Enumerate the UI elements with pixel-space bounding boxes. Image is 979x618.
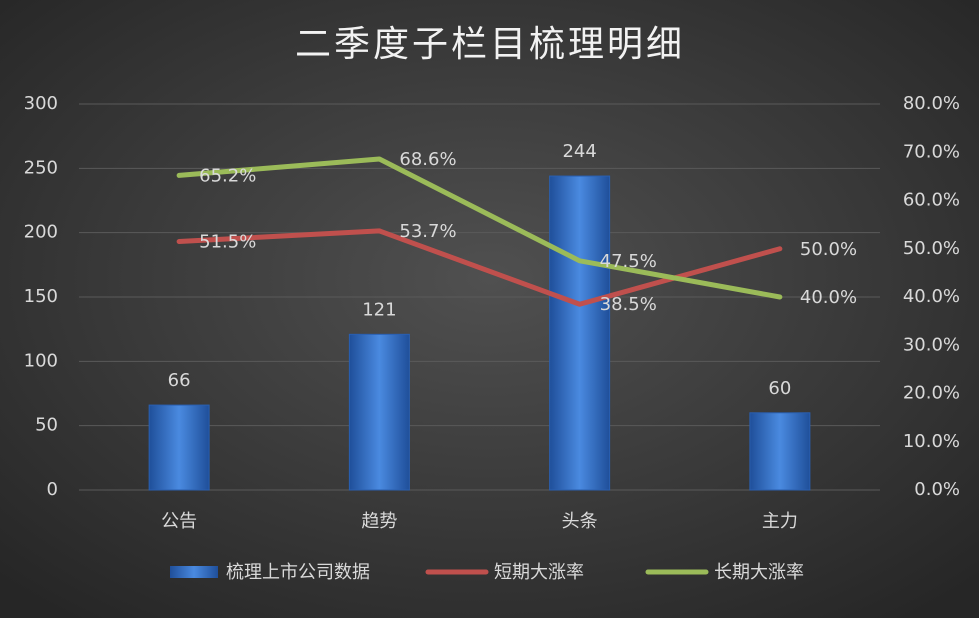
y2-tick-label: 20.0% [903, 383, 960, 404]
data-label: 51.5% [199, 232, 256, 253]
y2-tick-label: 0.0% [914, 479, 960, 500]
data-label: 40.0% [800, 287, 857, 308]
y-tick-label: 200 [24, 222, 58, 243]
y2-tick-label: 10.0% [903, 431, 960, 452]
data-label: 66 [168, 370, 191, 391]
data-label: 50.0% [800, 239, 857, 260]
y2-tick-label: 30.0% [903, 334, 960, 355]
y-tick-label: 150 [24, 286, 58, 307]
y2-tick-label: 50.0% [903, 238, 960, 259]
y2-tick-label: 60.0% [903, 190, 960, 211]
data-label: 53.7% [399, 221, 456, 242]
y-tick-label: 0 [47, 479, 58, 500]
bar [749, 412, 811, 491]
data-label: 65.2% [199, 165, 256, 186]
line [176, 156, 783, 300]
legend-label: 短期大涨率 [494, 562, 584, 583]
y-tick-label: 250 [24, 157, 58, 178]
legend-label: 长期大涨率 [714, 562, 804, 583]
x-tick-label: 趋势 [361, 511, 397, 532]
data-label: 121 [362, 299, 396, 320]
bar [549, 175, 611, 491]
bar [148, 404, 210, 491]
y2-tick-label: 70.0% [903, 141, 960, 162]
data-label: 68.6% [399, 149, 456, 170]
data-label: 244 [562, 141, 596, 162]
y-tick-label: 300 [24, 93, 58, 114]
x-tick-label: 公告 [161, 511, 197, 532]
x-tick-label: 主力 [762, 511, 798, 532]
x-tick-label: 头条 [562, 511, 598, 532]
data-label: 38.5% [600, 294, 657, 315]
legend-swatch [170, 566, 218, 578]
y-tick-label: 100 [24, 350, 58, 371]
legend-label: 梳理上市公司数据 [226, 562, 370, 583]
y2-tick-label: 40.0% [903, 286, 960, 307]
bar [348, 333, 410, 491]
y2-tick-label: 80.0% [903, 93, 960, 114]
y-tick-label: 50 [35, 415, 58, 436]
chart-title: 二季度子栏目梳理明细 [295, 24, 685, 65]
data-label: 47.5% [600, 251, 657, 272]
data-label: 60 [768, 378, 791, 399]
